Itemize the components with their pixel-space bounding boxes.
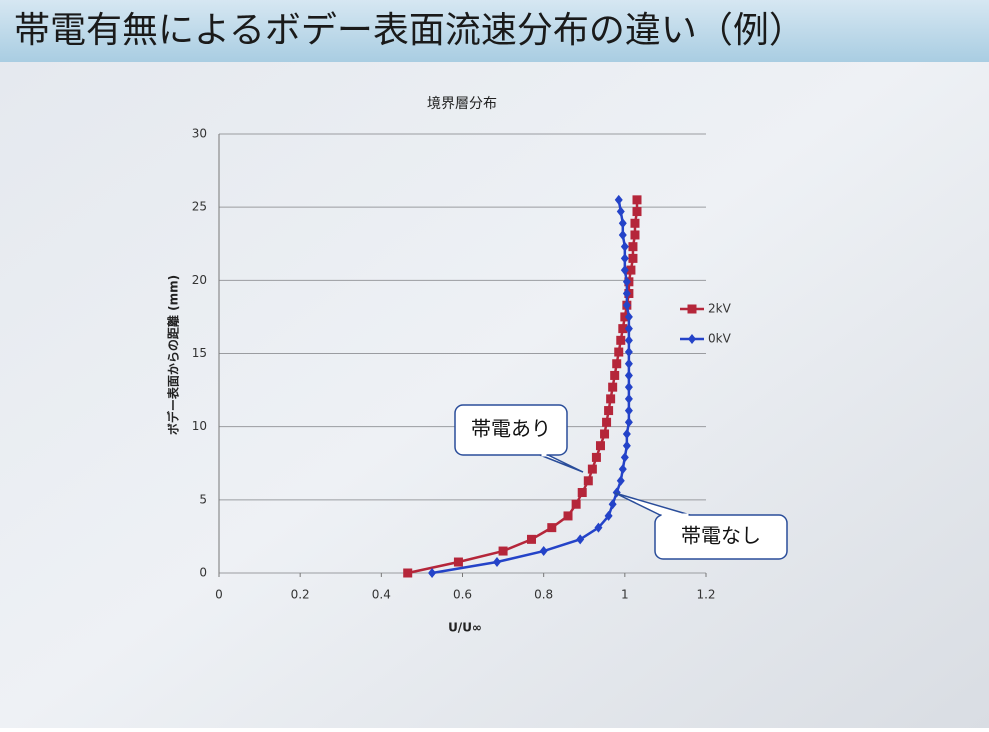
data-point [630, 230, 640, 240]
data-point [547, 523, 557, 533]
data-point [622, 428, 631, 439]
x-tick-label: 1 [621, 588, 629, 602]
y-tick-label: 5 [199, 492, 207, 506]
data-point [622, 440, 631, 451]
data-point [624, 370, 633, 381]
data-point [624, 323, 633, 334]
data-point [403, 568, 413, 578]
data-point [610, 370, 620, 380]
data-point [624, 382, 633, 393]
data-point [604, 510, 613, 521]
data-point [620, 452, 629, 463]
callout-box [654, 514, 788, 560]
callout-text: 帯電なし [681, 524, 761, 548]
data-point [577, 488, 587, 498]
x-tick-label: 0.6 [453, 588, 472, 602]
data-point [576, 534, 585, 545]
data-point [626, 265, 636, 275]
legend-label: 0kV [708, 332, 732, 346]
data-point [632, 207, 642, 217]
data-point [618, 218, 627, 229]
x-tick-label: 1.2 [696, 588, 715, 602]
data-point [624, 335, 633, 346]
legend-label: 2kV [708, 302, 732, 316]
data-point [539, 546, 548, 557]
data-point [618, 324, 628, 334]
data-point [614, 347, 624, 357]
data-point [624, 405, 633, 416]
data-point [622, 288, 631, 299]
y-axis-label: ボデー表面からの距離 (mm) [166, 275, 181, 435]
data-point [622, 276, 631, 287]
data-point [620, 253, 629, 264]
data-point [616, 335, 626, 345]
data-point [624, 311, 633, 322]
data-point [594, 522, 603, 533]
y-tick-label: 0 [199, 566, 207, 580]
data-point [628, 253, 638, 263]
data-point [632, 195, 642, 205]
y-tick-label: 20 [192, 273, 207, 287]
data-point [620, 265, 629, 276]
data-point [608, 499, 617, 510]
y-tick-label: 25 [192, 200, 207, 214]
data-point [618, 464, 627, 475]
legend-marker [687, 304, 697, 314]
x-tick-label: 0.4 [372, 588, 391, 602]
data-point [614, 194, 623, 205]
data-point [618, 229, 627, 240]
data-point [624, 393, 633, 404]
data-point [453, 557, 463, 567]
slide-title: 帯電有無によるボデー表面流速分布の違い（例） [14, 10, 805, 51]
x-axis-label: U/U∞ [448, 621, 482, 635]
data-point [600, 429, 610, 439]
y-tick-label: 15 [192, 346, 207, 360]
data-point [606, 394, 616, 404]
data-point [624, 347, 633, 358]
chart-title: 境界層分布 [427, 96, 497, 112]
data-point [583, 476, 593, 486]
data-point [604, 406, 614, 416]
title-bar [0, 0, 989, 62]
data-point [624, 358, 633, 369]
callout-box [454, 404, 568, 456]
data-point [563, 511, 573, 521]
data-point [591, 452, 601, 462]
data-point [526, 534, 536, 544]
data-point [628, 242, 638, 252]
data-point [595, 441, 605, 451]
data-point [624, 417, 633, 428]
data-point [612, 359, 622, 369]
data-point [608, 382, 618, 392]
data-point [498, 546, 508, 556]
data-point [602, 417, 612, 427]
data-point [616, 206, 625, 217]
data-point [620, 312, 630, 322]
data-point [630, 218, 640, 228]
x-tick-label: 0.2 [291, 588, 310, 602]
callout-text: 帯電あり [471, 417, 551, 441]
data-point [492, 557, 501, 568]
x-tick-label: 0.8 [534, 588, 553, 602]
data-point [616, 475, 625, 486]
data-point [622, 300, 631, 311]
data-point [428, 568, 437, 578]
x-tick-label: 0 [215, 588, 223, 602]
data-point [587, 464, 597, 474]
data-point [571, 499, 581, 509]
y-tick-label: 10 [192, 419, 207, 433]
data-point [620, 241, 629, 252]
legend-marker [688, 334, 696, 344]
y-tick-label: 30 [192, 127, 207, 141]
